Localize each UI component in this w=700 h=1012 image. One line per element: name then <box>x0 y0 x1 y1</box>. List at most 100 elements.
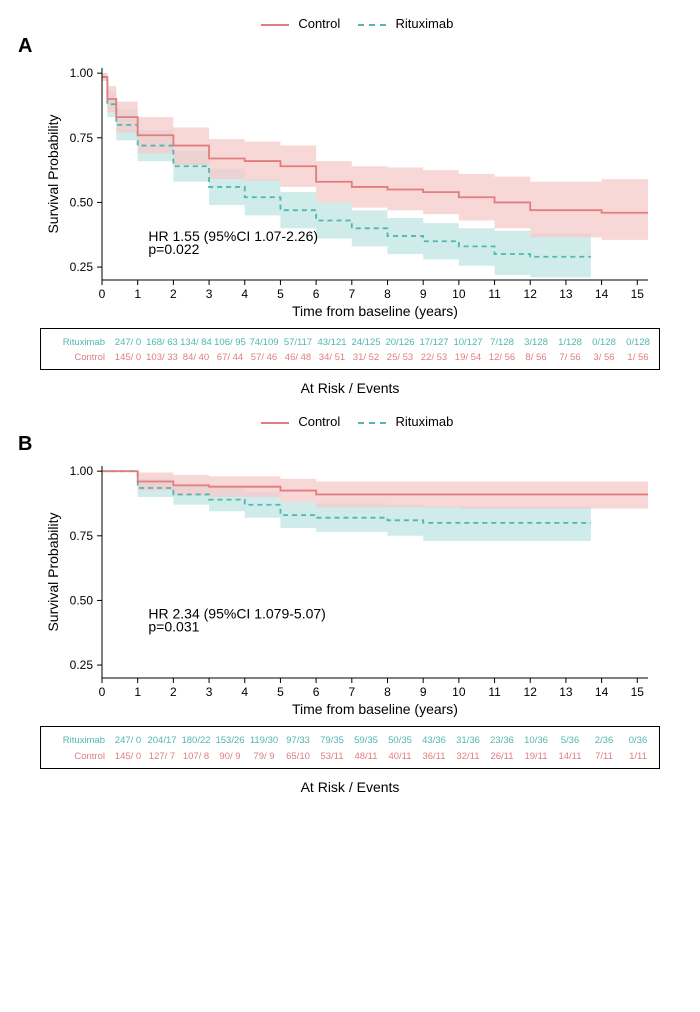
risk-cell: 7/ 56 <box>553 350 587 365</box>
x-tick-label: 15 <box>631 685 645 699</box>
legend-b-control-swatch <box>261 422 289 424</box>
x-axis-title: Time from baseline (years) <box>292 701 458 717</box>
risk-cell: 25/ 53 <box>383 350 417 365</box>
panel-b-plot: 0123456789101112131415Time from baseline… <box>40 458 660 718</box>
risk-cell: 40/11 <box>383 749 417 764</box>
risk-cell: 0/128 <box>621 335 655 350</box>
x-tick-label: 15 <box>631 287 645 301</box>
x-tick-label: 11 <box>488 287 501 301</box>
risk-row-label: Control <box>45 749 111 764</box>
risk-cell: 34/ 51 <box>315 350 349 365</box>
panel-a-risk-caption: At Risk / Events <box>0 380 700 396</box>
risk-row: Control145/ 0103/ 3384/ 4067/ 4457/ 4646… <box>45 350 655 365</box>
panel-b-label: B <box>18 433 700 456</box>
risk-cell: 50/35 <box>383 733 417 748</box>
panel-b: B 0123456789101112131415Time from baseli… <box>0 433 700 794</box>
x-tick-label: 6 <box>313 685 320 699</box>
risk-cell: 23/36 <box>485 733 519 748</box>
risk-cell: 145/ 0 <box>111 749 145 764</box>
risk-cell: 26/11 <box>485 749 519 764</box>
risk-cell: 10/36 <box>519 733 553 748</box>
x-tick-label: 3 <box>206 287 213 301</box>
y-tick-label: 0.50 <box>70 195 94 209</box>
legend-b-rituximab-label: Rituximab <box>396 414 454 429</box>
y-tick-label: 0.25 <box>70 658 94 672</box>
risk-cell: 53/11 <box>315 749 349 764</box>
x-tick-label: 11 <box>488 685 501 699</box>
panel-b-risk-caption: At Risk / Events <box>0 779 700 795</box>
x-tick-label: 1 <box>134 685 141 699</box>
x-tick-label: 7 <box>348 685 355 699</box>
risk-cell: 1/ 56 <box>621 350 655 365</box>
risk-cell: 17/127 <box>417 335 451 350</box>
risk-cell: 84/ 40 <box>179 350 213 365</box>
risk-cell: 3/ 56 <box>587 350 621 365</box>
legend-b-rituximab-swatch <box>358 422 386 424</box>
figure: Control Rituximab A 01234567891011121314… <box>0 0 700 823</box>
risk-cell: 97/33 <box>281 733 315 748</box>
x-tick-label: 8 <box>384 685 391 699</box>
y-tick-label: 1.00 <box>70 66 94 80</box>
risk-cell: 90/ 9 <box>213 749 247 764</box>
panel-a-risk-table: Rituximab247/ 0168/ 63134/ 84106/ 9574/1… <box>40 328 660 370</box>
risk-cell: 48/11 <box>349 749 383 764</box>
risk-cell: 12/ 56 <box>485 350 519 365</box>
x-tick-label: 12 <box>524 287 538 301</box>
x-tick-label: 2 <box>170 685 177 699</box>
risk-cell: 36/11 <box>417 749 451 764</box>
risk-cell: 31/36 <box>451 733 485 748</box>
panel-a-label: A <box>18 35 700 58</box>
risk-cell: 1/11 <box>621 749 655 764</box>
x-tick-label: 6 <box>313 287 320 301</box>
x-tick-label: 14 <box>595 287 609 301</box>
panel-a: A 0123456789101112131415Time from baseli… <box>0 35 700 396</box>
risk-cell: 0/128 <box>587 335 621 350</box>
x-tick-label: 1 <box>134 287 141 301</box>
risk-cell: 67/ 44 <box>213 350 247 365</box>
panel-a-plot: 0123456789101112131415Time from baseline… <box>40 60 660 320</box>
risk-cell: 57/117 <box>281 335 315 350</box>
risk-cell: 103/ 33 <box>145 350 179 365</box>
x-tick-label: 10 <box>452 685 466 699</box>
risk-cell: 65/10 <box>281 749 315 764</box>
risk-row-label: Rituximab <box>45 733 111 748</box>
risk-row: Rituximab247/ 0204/17180/22153/26119/309… <box>45 733 655 748</box>
x-tick-label: 2 <box>170 287 177 301</box>
risk-cell: 10/127 <box>451 335 485 350</box>
x-tick-label: 13 <box>559 685 573 699</box>
legend-b-control-label: Control <box>298 414 340 429</box>
risk-cell: 7/11 <box>587 749 621 764</box>
y-tick-label: 0.75 <box>70 131 94 145</box>
risk-cell: 145/ 0 <box>111 350 145 365</box>
legend-control-swatch <box>261 24 289 26</box>
risk-cell: 32/11 <box>451 749 485 764</box>
risk-cell: 24/125 <box>349 335 383 350</box>
risk-cell: 119/30 <box>247 733 281 748</box>
risk-cell: 1/128 <box>553 335 587 350</box>
risk-cell: 22/ 53 <box>417 350 451 365</box>
x-tick-label: 12 <box>524 685 538 699</box>
x-tick-label: 9 <box>420 287 427 301</box>
legend-control-label: Control <box>298 16 340 31</box>
x-tick-label: 8 <box>384 287 391 301</box>
risk-cell: 31/ 52 <box>349 350 383 365</box>
legend-b: Control Rituximab <box>0 414 700 429</box>
legend-rituximab-label: Rituximab <box>396 16 454 31</box>
risk-cell: 106/ 95 <box>213 335 247 350</box>
x-tick-label: 7 <box>348 287 355 301</box>
risk-row: Control145/ 0127/ 7107/ 890/ 979/ 965/10… <box>45 749 655 764</box>
risk-cell: 57/ 46 <box>247 350 281 365</box>
y-axis-title: Survival Probability <box>45 513 61 632</box>
risk-cell: 59/35 <box>349 733 383 748</box>
x-tick-label: 14 <box>595 685 609 699</box>
risk-cell: 0/36 <box>621 733 655 748</box>
y-tick-label: 0.75 <box>70 529 94 543</box>
risk-cell: 79/35 <box>315 733 349 748</box>
risk-cell: 134/ 84 <box>179 335 213 350</box>
risk-cell: 20/126 <box>383 335 417 350</box>
risk-cell: 43/36 <box>417 733 451 748</box>
risk-cell: 204/17 <box>145 733 179 748</box>
x-tick-label: 3 <box>206 685 213 699</box>
risk-cell: 7/128 <box>485 335 519 350</box>
risk-cell: 79/ 9 <box>247 749 281 764</box>
